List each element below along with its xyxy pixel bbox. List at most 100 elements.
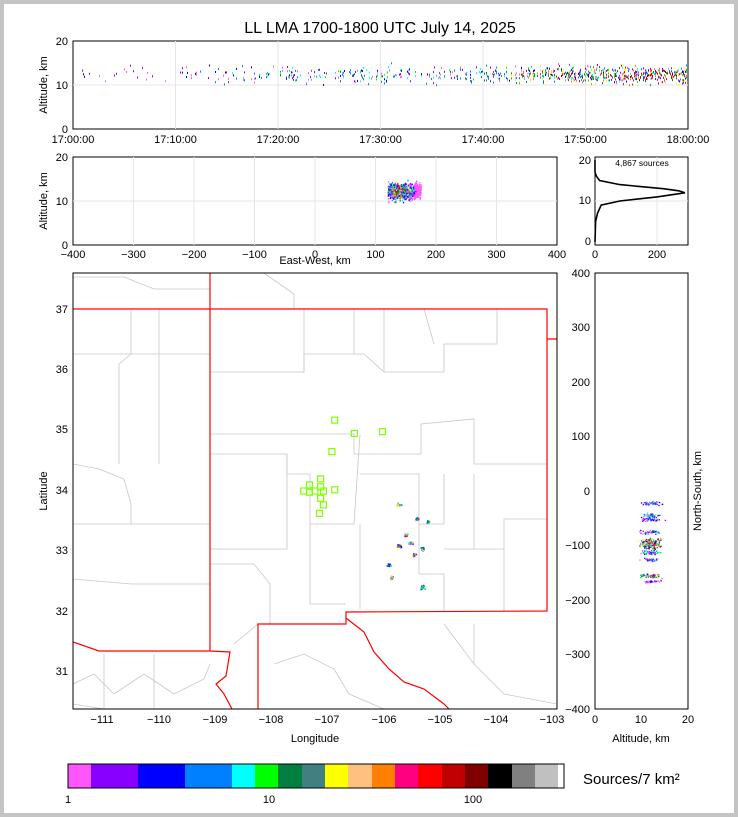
p2-source [389,193,391,195]
p5-source [650,515,653,517]
p2-source [417,186,420,188]
p2-source [415,195,417,197]
p5-source [650,539,652,541]
p1-source [319,68,320,71]
p5-source [646,513,648,516]
colorbar-cell-15 [488,764,512,788]
east-west-ylabel: Altitude, km [38,172,50,229]
p1-source [352,74,353,77]
p5-source [647,531,649,534]
p5-source [648,505,650,507]
p5-source [645,576,647,579]
p1-source [591,68,592,71]
p1-source [516,72,517,75]
p1-source [511,72,512,75]
p5-source [649,501,651,504]
p1-source [498,73,499,76]
p1-source [635,74,636,77]
p1-source [540,65,541,68]
p5-source [643,515,645,518]
p2-source [398,189,400,192]
p1-source [678,79,679,82]
p1-source [588,75,589,78]
p1-source [643,72,644,75]
lon-tick-109: −109 [203,714,228,726]
p2-source [419,181,421,184]
p5-source [646,573,649,575]
p5-source [644,581,646,583]
lon-tick-106: −106 [372,714,397,726]
p1-source [558,68,559,71]
p2-source [415,182,417,184]
p1-source [603,79,604,82]
p1-source [182,67,183,70]
p1-source [511,77,512,80]
p1-source [521,73,522,76]
p1-source [462,68,463,71]
p1-source [651,72,652,75]
p1-source [595,78,596,81]
p1-source [242,65,243,68]
p1-source [527,75,528,78]
p5-source [644,547,646,549]
p1-source [659,69,660,72]
p1-source [672,76,673,79]
p1-source [439,71,440,74]
p5-source [647,517,649,520]
p1-source [353,74,354,77]
p5-source [650,559,652,561]
p1-source [228,81,229,84]
p2-source [389,197,391,200]
p1-source [498,77,499,80]
p2-source [390,188,392,191]
p5-source [651,514,654,516]
p5-source [658,581,661,583]
p1-source [232,72,233,75]
p5-source [652,581,655,583]
p2-source [416,196,418,199]
p5-source [650,549,653,552]
p2-source [400,191,403,193]
p5-source [649,515,651,517]
p1-source [401,69,402,72]
p5-source [641,550,644,552]
p5-source [653,517,656,519]
p1-source [574,72,575,75]
p1-source [650,67,651,70]
p1-source [471,81,472,84]
p2-source [395,198,397,200]
p1-source [565,71,566,74]
p1-source [660,72,661,75]
p1-source [634,73,635,76]
p2-source [404,194,406,196]
lma-station-marker [305,488,313,496]
p2-source [391,199,393,202]
p5-source [646,544,648,546]
p1-source [633,69,634,72]
p1-source [603,69,604,72]
p1-source [215,81,216,84]
lma-station-marker [319,487,328,495]
p2-source [390,190,392,192]
p1-source [282,69,283,72]
plan-view-source [400,545,403,548]
p1-source [357,69,358,72]
p5-source [652,551,654,554]
p2-source [408,185,410,188]
p1-source [657,78,658,81]
p2-source [414,186,416,188]
p5-source [648,546,651,549]
p2-source [407,191,409,194]
p1-source [526,69,527,72]
p5-source [653,546,655,549]
colorbar-frame [67,763,565,789]
lat-tick-31: 31 [56,666,68,678]
p5-source [653,551,655,553]
p1-source [646,71,647,74]
p2-ytick-20: 20 [56,152,68,164]
p1-xtick-4: 17:40:00 [462,134,505,146]
p5-source [650,575,652,578]
p1-source [300,74,301,77]
p2-ytick-10: 10 [56,196,68,208]
p2-source [416,191,418,193]
